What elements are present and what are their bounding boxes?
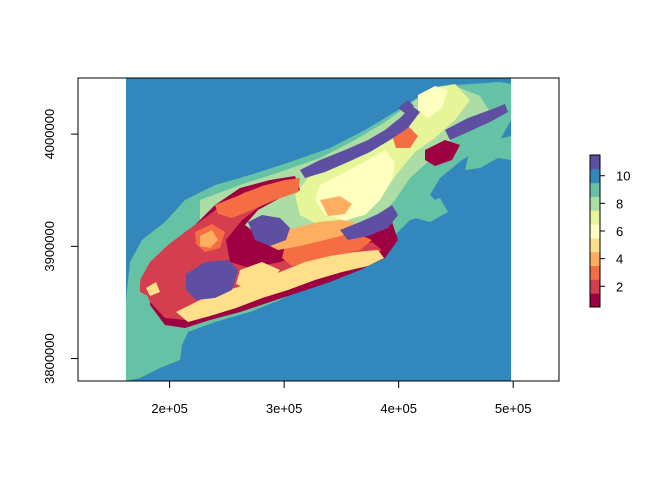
legend-tick-label: 10: [616, 169, 630, 184]
raster-zone: [200, 230, 218, 248]
legend-swatch: [590, 251, 600, 267]
raster-zone: [236, 262, 280, 290]
raster-zone: [445, 104, 508, 140]
x-tick-label: 4e+05: [380, 401, 417, 416]
legend-swatch: [590, 168, 600, 184]
raster-image: [126, 78, 511, 381]
raster-zone: [415, 198, 448, 222]
legend-swatch: [590, 293, 600, 308]
raster-zone: [465, 136, 511, 170]
raster-zone: [248, 215, 290, 246]
legend-tick-label: 2: [616, 279, 623, 294]
legend-colorbar: [589, 154, 601, 308]
legend-swatch: [590, 196, 600, 211]
legend-swatch: [590, 182, 600, 197]
x-tick-label: 2e+05: [151, 401, 188, 416]
raster-zone: [425, 140, 460, 166]
legend-swatch: [590, 265, 600, 280]
raster-zone: [266, 220, 355, 250]
x-tick-label: 3e+05: [266, 401, 303, 416]
legend-swatch: [590, 237, 600, 253]
y-tick-label: 4000000: [42, 109, 57, 160]
y-tick-label: 3900000: [42, 221, 57, 272]
raster-zone: [146, 282, 160, 296]
raster-zone: [300, 106, 420, 178]
raster-zone: [320, 196, 352, 216]
x-tick-label: 5e+05: [495, 401, 532, 416]
legend-swatch: [590, 279, 600, 294]
raster-zone: [215, 178, 300, 218]
axes: 2e+05 3e+05 4e+05 5e+05 3800000 3900000 400000…: [42, 77, 560, 416]
plot-frame: [77, 77, 560, 382]
raster-zone: [186, 260, 238, 300]
raster-zone: [176, 250, 384, 322]
legend-swatch: [590, 210, 600, 225]
raster-zone: [418, 86, 448, 118]
legend-swatch: [590, 224, 600, 239]
legend-swatch: [590, 155, 600, 170]
raster-zone: [398, 100, 414, 114]
raster-zone: [340, 205, 398, 240]
legend-ticks: 2 4 6 8 10: [600, 169, 630, 294]
legend-tick-label: 4: [616, 252, 623, 267]
legend-tick-label: 6: [616, 224, 623, 239]
y-tick-label: 3800000: [42, 333, 57, 384]
legend-tick-label: 8: [616, 196, 623, 211]
